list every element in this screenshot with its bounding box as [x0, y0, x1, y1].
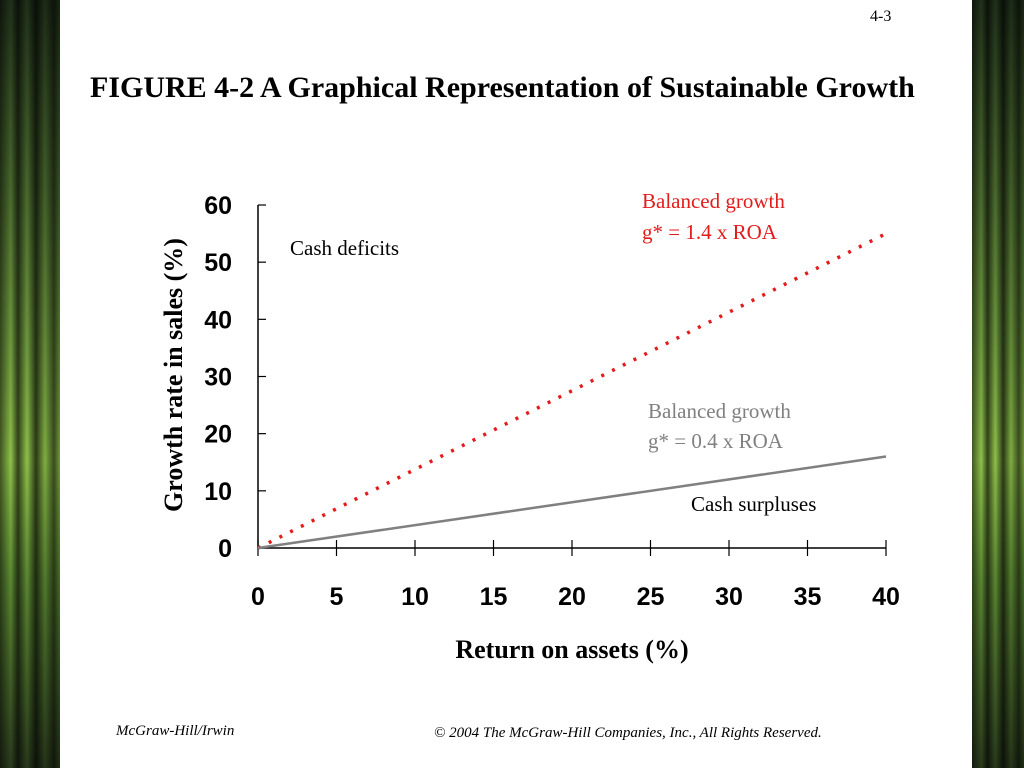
y-tick-label: 30 [204, 364, 232, 392]
y-tick-label: 20 [204, 421, 232, 449]
chart-labels: Return on assets (%) Growth rate in sales… [159, 189, 816, 664]
footer-copyright: © 2004 The McGraw-Hill Companies, Inc., … [434, 725, 822, 741]
slide-number: 4-3 [870, 8, 892, 25]
x-tick-label: 40 [872, 583, 900, 611]
x-tick-label: 20 [558, 583, 586, 611]
series-label-high-line2: g* = 1.4 x ROA [642, 220, 778, 244]
series-label-high-line1: Balanced growth [642, 189, 785, 213]
x-axis-title: Return on assets (%) [455, 635, 688, 664]
annotation-cash-surpluses: Cash surpluses [691, 492, 816, 516]
y-tick-label: 10 [204, 478, 232, 506]
series-line-low-growth [257, 455, 887, 550]
x-tick-label: 15 [480, 583, 508, 611]
x-tick-label: 35 [794, 583, 822, 611]
annotation-cash-deficits: Cash deficits [290, 236, 399, 260]
x-tick-label: 5 [330, 583, 344, 611]
y-tick-label: 60 [204, 192, 232, 220]
x-tick-label: 0 [251, 583, 265, 611]
series-label-low-line2: g* = 0.4 x ROA [648, 429, 784, 453]
decorative-border-left [0, 0, 60, 768]
footer-publisher: McGraw-Hill/Irwin [116, 723, 235, 739]
y-tick-label: 50 [204, 249, 232, 277]
series-label-low-line1: Balanced growth [648, 399, 791, 423]
x-tick-label: 25 [637, 583, 665, 611]
slide-title: FIGURE 4-2 A Graphical Representation of… [90, 71, 915, 104]
x-tick-label: 10 [401, 583, 429, 611]
x-tick-label: 30 [715, 583, 743, 611]
chart-axes: 0 10 20 30 40 50 60 0 5 10 15 20 25 30 35 40 [204, 192, 900, 611]
y-tick-label: 40 [204, 306, 232, 334]
decorative-border-right [972, 0, 1024, 768]
chart-lines [257, 232, 887, 550]
y-axis-title: Growth rate in sales (%) [159, 238, 188, 512]
y-tick-label: 0 [218, 535, 232, 563]
